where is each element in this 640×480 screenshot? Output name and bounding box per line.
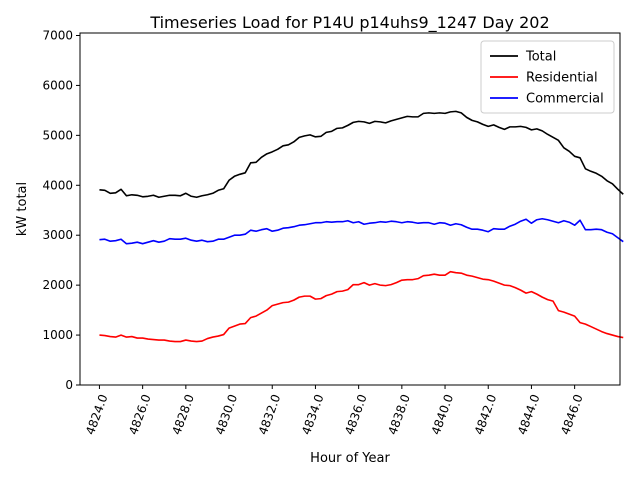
- y-axis-label: kW total: [15, 182, 30, 236]
- legend-label-residential: Residential: [526, 71, 598, 86]
- y-tick-label: 4000: [42, 178, 73, 192]
- legend-label-commercial: Commercial: [526, 92, 604, 107]
- y-tick-label: 0: [65, 378, 73, 392]
- y-tick-label: 5000: [42, 128, 73, 142]
- chart-title: Timeseries Load for P14U p14uhs9_1247 Da…: [149, 13, 549, 33]
- y-tick-label: 6000: [42, 78, 73, 92]
- y-tick-label: 1000: [42, 328, 73, 342]
- legend-label-total: Total: [525, 50, 556, 65]
- chart: Timeseries Load for P14U p14uhs9_1247 Da…: [0, 0, 640, 480]
- y-tick-label: 2000: [42, 278, 73, 292]
- y-tick-label: 3000: [42, 228, 73, 242]
- x-axis-label: Hour of Year: [310, 451, 390, 466]
- y-tick-label: 7000: [42, 28, 73, 42]
- legend: Total Residential Commercial: [481, 41, 614, 113]
